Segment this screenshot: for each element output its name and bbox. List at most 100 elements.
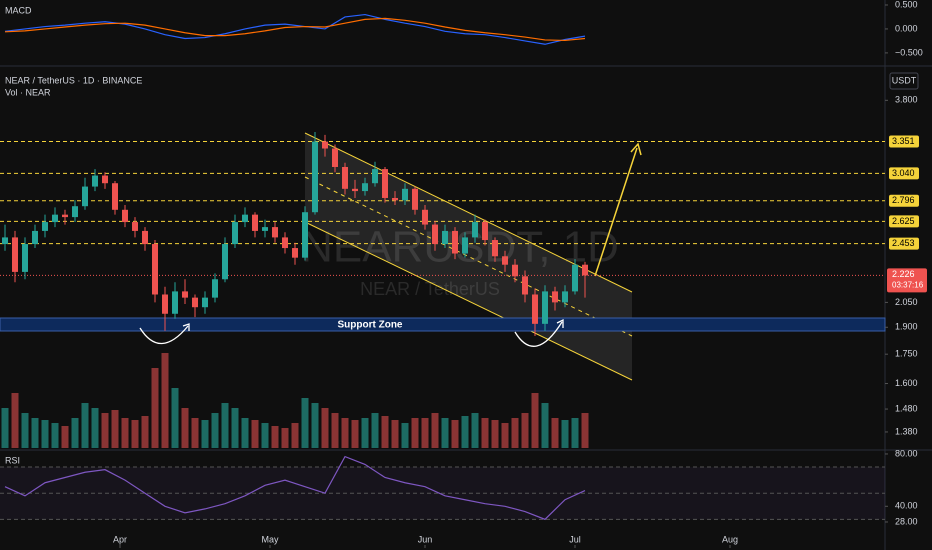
candle-body [242, 214, 248, 223]
volume-bar [431, 413, 439, 448]
macd-tick-label: −0.500 [895, 47, 923, 57]
volume-bar [271, 426, 279, 448]
candle-body [442, 230, 448, 245]
volume-bar [521, 413, 529, 448]
chart-title: NEAR / TetherUS · 1D · BINANCE [5, 75, 142, 85]
volume-bar [571, 418, 579, 448]
candle-body [362, 183, 368, 192]
level-label: 3.040 [892, 168, 915, 178]
volume-bar [421, 418, 429, 448]
candle-body [142, 230, 148, 245]
level-label: 3.351 [892, 136, 915, 146]
volume-bar [61, 426, 69, 448]
candle-body [482, 222, 488, 241]
candle-body [52, 214, 58, 223]
candle-body [552, 291, 558, 303]
y-tick-label: 3.800 [895, 95, 918, 105]
volume-bar [291, 423, 299, 448]
candle-body [82, 186, 88, 207]
countdown: 03:37:16 [892, 281, 924, 290]
candle-body [192, 297, 198, 308]
volume-bar [401, 423, 409, 448]
candle-body [272, 227, 278, 238]
volume-bar [101, 413, 109, 448]
volume-bar [21, 413, 29, 448]
candle-body [512, 264, 518, 277]
candle-body [492, 240, 498, 257]
candle-body [542, 291, 548, 324]
volume-bar [511, 418, 519, 448]
volume-bar [181, 408, 189, 448]
arrow-head [556, 318, 564, 328]
macd-line [4, 13, 586, 45]
volume-bar [481, 418, 489, 448]
level-box [889, 194, 919, 207]
level-box [889, 135, 919, 148]
volume-bar [361, 418, 369, 448]
candle-body [342, 166, 348, 189]
volume-bar [491, 420, 499, 448]
level-box [889, 237, 919, 250]
candle-body [152, 244, 158, 295]
rsi-tick-label: 80.00 [895, 448, 918, 458]
volume-bar [201, 420, 209, 448]
curve-arrow [514, 321, 563, 347]
candle-body [332, 148, 338, 167]
x-tick-label: May [261, 534, 279, 544]
last-price-label: 2.226 [892, 269, 915, 279]
volume-bar [331, 413, 339, 448]
volume-bar [91, 408, 99, 448]
candle-body [122, 209, 128, 223]
level-label: 2.453 [892, 238, 915, 248]
candle-body [502, 256, 508, 265]
volume-bar [51, 423, 59, 448]
target-arrow [594, 147, 638, 277]
arrow-head [182, 323, 190, 331]
subtitle: Vol · NEAR [5, 87, 51, 97]
channel-lower [304, 221, 633, 381]
volume-bar [151, 368, 159, 448]
candle-body [532, 294, 538, 324]
x-tick-label: Aug [722, 534, 738, 544]
candle-body [402, 188, 408, 201]
level-box [889, 167, 919, 180]
x-tick-label: Jun [418, 534, 433, 544]
volume-bar [501, 423, 509, 448]
volume-bar [261, 423, 269, 448]
candle-body [182, 291, 188, 298]
candle-body [212, 279, 218, 298]
volume-bar [441, 418, 449, 448]
candle-body [172, 291, 178, 314]
macd-title: MACD [5, 5, 32, 15]
candle-body [72, 206, 78, 218]
candle-body [262, 227, 268, 231]
volume-bar [131, 420, 139, 448]
volume-bar [561, 420, 569, 448]
curve-arrow [139, 325, 189, 345]
candle-body [372, 169, 378, 184]
x-tick-label: Jul [569, 534, 581, 544]
currency-box [889, 72, 919, 90]
candle-body [452, 230, 458, 254]
candle-body [292, 248, 298, 258]
level-box [889, 215, 919, 228]
volume-bar [341, 418, 349, 448]
volume-bar [301, 398, 309, 448]
volume-bar [471, 413, 479, 448]
candle-body [112, 183, 118, 210]
volume-bar [141, 416, 149, 448]
volume-bar [381, 416, 389, 448]
y-tick-label: 1.750 [895, 349, 918, 359]
candle-body [472, 222, 478, 238]
candle-body [12, 237, 18, 272]
volume-bar [451, 420, 459, 448]
volume-bar [11, 393, 19, 448]
macd-line [4, 17, 586, 42]
support-zone [0, 317, 886, 332]
currency: USDT [892, 75, 917, 85]
volume-bar [221, 403, 229, 448]
candle-body [32, 230, 38, 245]
y-tick-label: 1.900 [895, 322, 918, 332]
level-label: 2.625 [892, 216, 915, 226]
